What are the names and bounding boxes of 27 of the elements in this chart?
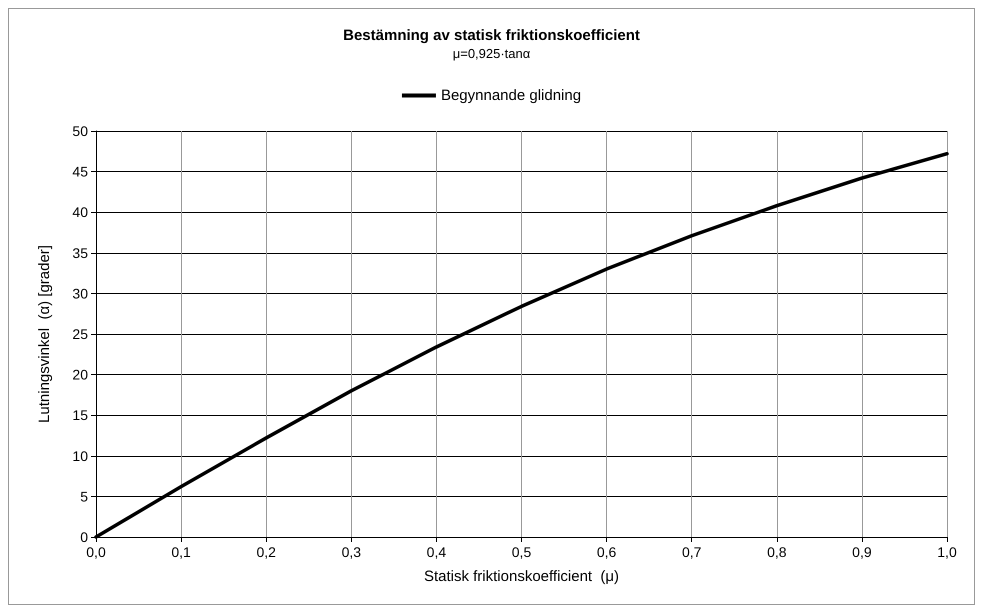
- x-tick-label: 0,9: [852, 544, 872, 560]
- x-tick-label: 0,6: [596, 544, 617, 560]
- x-axis-title: Statisk friktionskoefficient (μ): [424, 568, 620, 585]
- y-tick-label: 5: [80, 488, 88, 504]
- y-tick-label: 45: [72, 164, 88, 180]
- x-tick-label: 0,0: [86, 544, 106, 560]
- y-tick-label: 20: [72, 366, 88, 383]
- x-tick-label: 0,4: [426, 544, 446, 560]
- y-axis-title: Lutningsvinkel (α) [grader]: [36, 245, 53, 423]
- x-tick-label: 0,3: [342, 544, 362, 560]
- chart-subtitle: μ=0,925·tanα: [452, 46, 531, 61]
- legend-label: Begynnande glidning: [440, 87, 582, 104]
- x-tick-label: 0,7: [682, 544, 702, 560]
- y-tick-label: 15: [72, 407, 88, 424]
- y-tick-label: 25: [72, 326, 88, 342]
- y-tick-label: 10: [72, 448, 88, 464]
- y-tick-label: 40: [72, 204, 88, 220]
- x-tick-label: 0,8: [767, 544, 787, 560]
- x-tick-label: 0,5: [512, 544, 532, 560]
- x-tick-label: 1,0: [937, 544, 957, 560]
- x-tick-label: 0,2: [256, 544, 276, 560]
- y-tick-label: 30: [72, 285, 88, 302]
- chart-title: Bestämning av statisk friktionskoefficient: [343, 27, 640, 44]
- x-tick-label: 0,1: [171, 544, 192, 560]
- y-tick-label: 0: [80, 529, 88, 545]
- y-tick-label: 35: [72, 244, 88, 261]
- y-tick-label: 50: [72, 123, 88, 139]
